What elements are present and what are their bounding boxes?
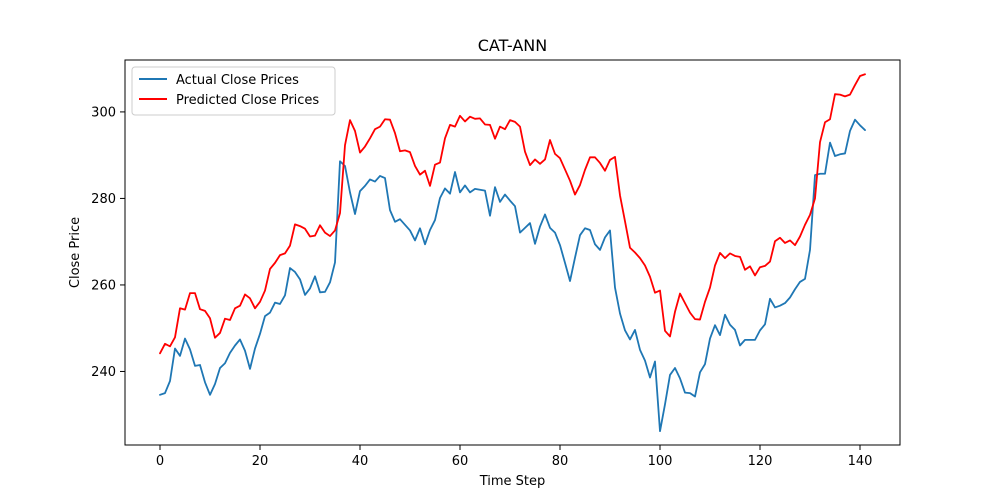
plot-area-frame [124, 59, 901, 446]
x-tick-label: 0 [156, 454, 164, 469]
y-axis-label: Close Price [68, 217, 83, 288]
x-axis-label: Time Step [479, 474, 546, 489]
chart-title: CAT-ANN [478, 36, 547, 55]
series-group [159, 73, 866, 433]
x-tick-label: 60 [452, 454, 469, 469]
predicted-close-prices-line [159, 73, 866, 355]
x-tick-label: 20 [252, 454, 269, 469]
x-tick-label: 40 [352, 454, 369, 469]
y-axis: 240 260 280 300 [91, 105, 125, 380]
actual-close-prices-line [159, 118, 866, 433]
y-tick-label: 240 [91, 365, 116, 380]
x-tick-label: 80 [552, 454, 569, 469]
legend: Actual Close Prices Predicted Close Pric… [131, 66, 336, 116]
legend-box [131, 66, 336, 116]
legend-label-predicted: Predicted Close Prices [176, 93, 319, 108]
x-axis: 0 20 40 60 80 100 120 140 [156, 445, 873, 469]
x-tick-label: 140 [848, 454, 873, 469]
x-tick-label: 100 [648, 454, 673, 469]
legend-label-actual: Actual Close Prices [176, 73, 299, 88]
y-tick-label: 280 [91, 192, 116, 207]
x-tick-label: 120 [748, 454, 773, 469]
y-tick-label: 260 [91, 278, 116, 293]
y-tick-label: 300 [91, 105, 116, 120]
